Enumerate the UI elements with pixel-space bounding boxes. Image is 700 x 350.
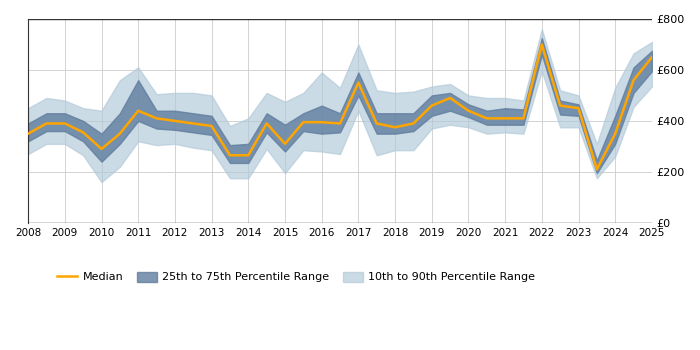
Median (61, 121, 69, 126)
Median (134, 108, 142, 113)
Median (446, 96, 454, 100)
Median (244, 153, 253, 158)
Median (336, 121, 344, 126)
Median (171, 119, 179, 123)
Median (97, 147, 106, 151)
Median (519, 116, 528, 120)
Median (281, 142, 289, 146)
Median (648, 55, 656, 59)
Line: Median: Median (28, 44, 652, 169)
Median (574, 106, 582, 110)
Median (464, 108, 473, 113)
Legend: Median, 25th to 75th Percentile Range, 10th to 90th Percentile Range: Median, 25th to 75th Percentile Range, 1… (57, 272, 536, 282)
Median (24, 132, 32, 136)
Median (79, 130, 88, 134)
Median (42, 121, 50, 126)
Median (501, 116, 510, 120)
Median (629, 78, 638, 82)
Median (207, 124, 216, 128)
Median (153, 116, 161, 120)
Median (482, 116, 491, 120)
Median (593, 167, 601, 172)
Median (225, 153, 234, 158)
Median (262, 121, 271, 126)
Median (189, 121, 197, 126)
Median (538, 42, 546, 47)
Median (354, 80, 363, 85)
Median (116, 132, 124, 136)
Median (299, 120, 307, 124)
Median (556, 104, 564, 108)
Median (372, 121, 381, 126)
Median (611, 132, 620, 136)
Median (391, 125, 399, 130)
Median (428, 104, 436, 108)
Median (410, 121, 418, 126)
Median (318, 120, 326, 124)
